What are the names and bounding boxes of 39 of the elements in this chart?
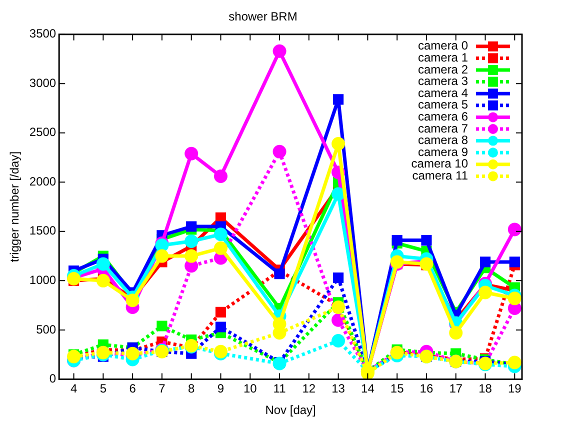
y-tick-label: 1500: [29, 224, 56, 238]
y-tick-label: 2000: [29, 174, 56, 188]
x-axis-title: Nov [day]: [265, 403, 316, 418]
legend-label: camera 8: [418, 133, 468, 148]
x-tick-label: 11: [273, 382, 286, 396]
y-tick-label: 3500: [29, 26, 56, 41]
y-tick-label: 2500: [29, 125, 56, 140]
x-tick-label: 15: [390, 382, 404, 396]
x-tick-label: 18: [478, 382, 492, 396]
y-tick-label: 500: [36, 322, 56, 336]
y-tick-label: 3000: [29, 76, 56, 90]
legend-label: camera 11: [412, 168, 468, 183]
x-tick-label: 16: [420, 382, 434, 396]
legend-label: camera 0: [418, 38, 468, 53]
legend-label: camera 6: [418, 110, 468, 124]
legend-label: camera 1: [418, 50, 468, 65]
y-axis-title: trigger number [/day]: [8, 151, 22, 262]
x-tick-label: 14: [361, 382, 375, 396]
x-tick-label: 19: [508, 382, 522, 396]
legend-label: camera 5: [418, 98, 468, 112]
y-tick-label: 0: [49, 372, 56, 386]
x-tick-label: 13: [332, 382, 346, 396]
legend-label: camera 7: [418, 121, 468, 136]
legend-label: camera 2: [418, 62, 468, 76]
legend-label: camera 10: [411, 156, 468, 171]
legend-label: camera 9: [418, 144, 468, 159]
x-tick-label: 4: [70, 382, 78, 396]
legend-label: camera 4: [418, 86, 468, 100]
x-tick-label: 7: [158, 382, 166, 396]
legend-label: camera 3: [418, 74, 468, 88]
chart-title: shower BRM: [228, 10, 298, 24]
x-tick-label: 5: [100, 382, 107, 396]
y-tick-label: 1000: [29, 273, 56, 287]
x-tick-label: 12: [302, 382, 316, 396]
x-tick-label: 8: [188, 382, 196, 396]
x-tick-label: 10: [243, 382, 258, 396]
x-tick-label: 6: [129, 382, 136, 396]
x-tick-label: 17: [449, 382, 463, 396]
x-tick-label: 9: [217, 382, 224, 396]
